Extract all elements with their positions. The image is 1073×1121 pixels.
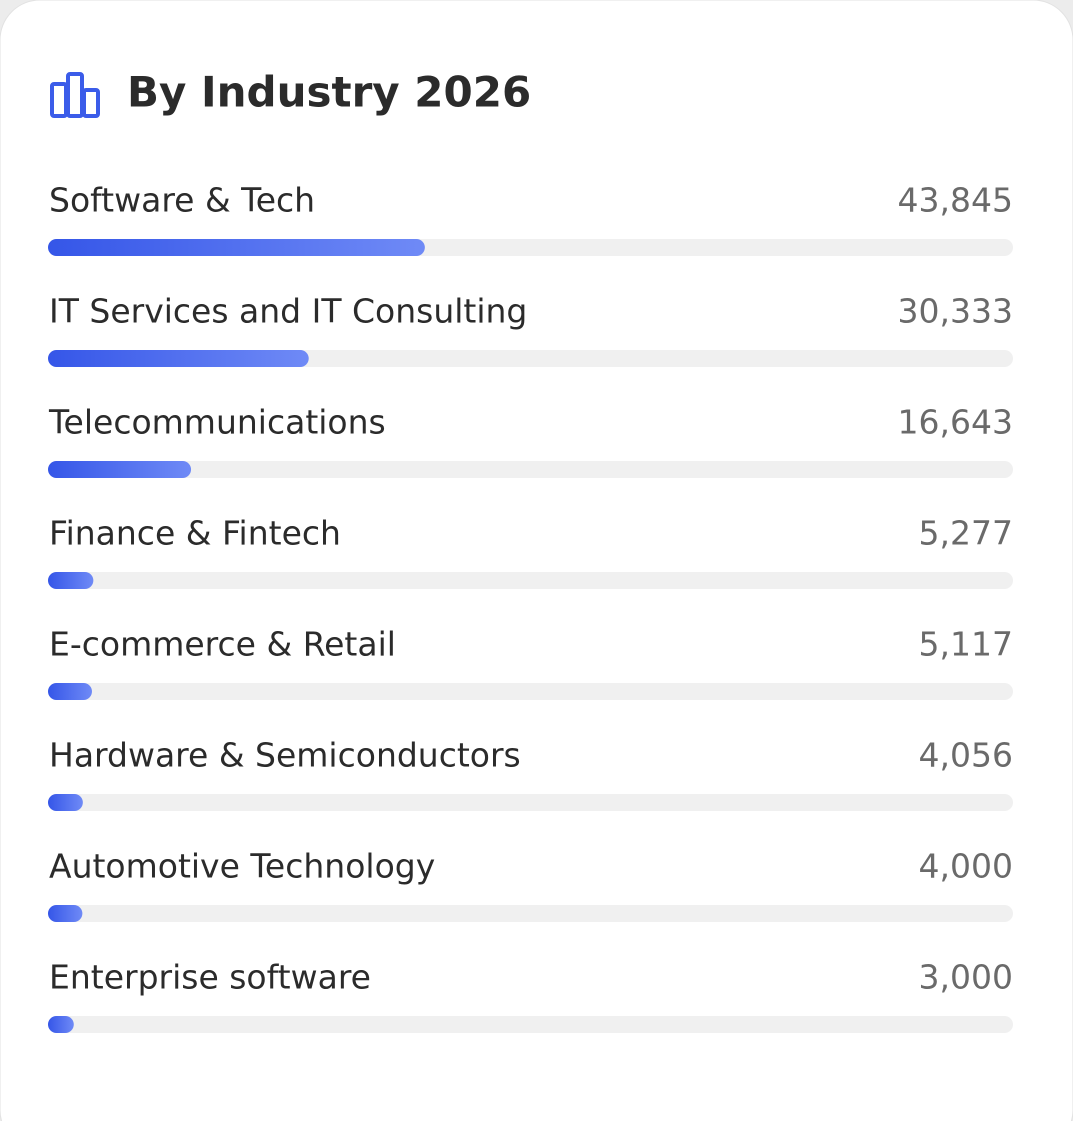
category-label: Hardware & Semiconductors (49, 736, 521, 775)
bar-track (48, 1016, 1013, 1033)
bar (48, 905, 83, 922)
value-label: 16,643 (898, 403, 1013, 442)
bar (48, 239, 425, 256)
category-label: Software & Tech (49, 181, 315, 220)
bar (48, 1016, 74, 1033)
bar (48, 683, 92, 700)
category-label: Finance & Fintech (49, 514, 341, 553)
category-label: Automotive Technology (49, 847, 435, 886)
bar (48, 794, 83, 811)
bar-track (48, 461, 1013, 478)
value-label: 4,056 (919, 736, 1013, 775)
bar (48, 572, 94, 589)
value-label: 5,277 (919, 514, 1013, 553)
chart-title: By Industry 2026 (127, 68, 531, 117)
bar-track (48, 683, 1013, 700)
bar (48, 350, 309, 367)
chart-icon (50, 72, 100, 118)
category-label: Telecommunications (48, 403, 386, 442)
bar-track (48, 572, 1013, 589)
bar (48, 461, 192, 478)
value-label: 43,845 (898, 181, 1013, 220)
category-label: IT Services and IT Consulting (49, 292, 527, 331)
category-label: E-commerce & Retail (49, 625, 396, 664)
value-label: 3,000 (919, 958, 1013, 997)
bar-track (48, 794, 1013, 811)
value-label: 5,117 (919, 625, 1013, 664)
bar-track (48, 905, 1013, 922)
value-label: 4,000 (919, 847, 1013, 886)
category-label: Enterprise software (49, 958, 371, 997)
value-label: 30,333 (898, 292, 1013, 331)
